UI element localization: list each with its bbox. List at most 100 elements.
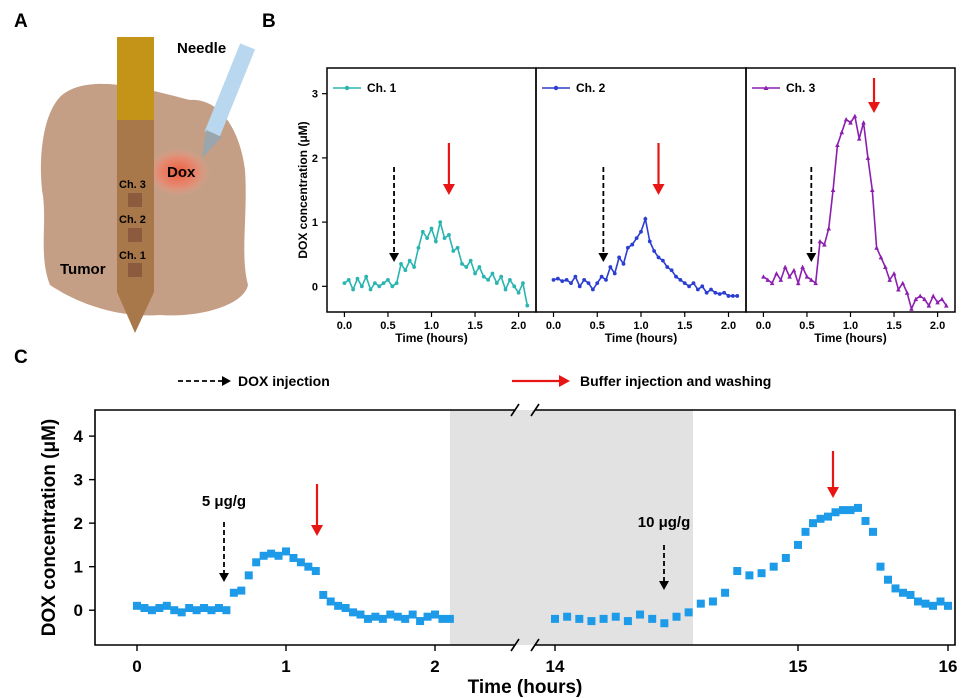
data-point [551, 614, 559, 623]
data-point [695, 287, 700, 292]
data-point [944, 601, 952, 610]
data-point [381, 281, 386, 286]
y-tick-label: 1 [312, 217, 318, 229]
data-point [207, 606, 216, 615]
needle-label: Needle [177, 40, 226, 57]
axis-break-mark [530, 638, 540, 652]
data-point [162, 601, 171, 610]
data-point [891, 584, 900, 593]
data-point [891, 271, 897, 276]
data-point [237, 586, 246, 595]
data-point [438, 220, 443, 225]
data-point [926, 303, 932, 308]
data-point [839, 506, 847, 515]
data-point [621, 261, 626, 266]
x-tick-label: 2.0 [930, 320, 945, 332]
data-point [185, 604, 194, 613]
tumor-label: Tumor [60, 261, 106, 278]
data-point [346, 277, 351, 282]
x-tick-label: 0.5 [799, 320, 814, 332]
channel-electrode-1 [128, 263, 142, 277]
data-point [656, 255, 661, 260]
y-tick-label: 0 [74, 601, 83, 620]
data-point [674, 274, 678, 279]
x-tick-label: 0.5 [380, 320, 395, 332]
data-point [713, 290, 718, 295]
x-tick-label: 0.0 [546, 320, 561, 332]
data-point [481, 274, 486, 279]
x-axis-title: Time (hours) [814, 331, 886, 345]
data-point [800, 264, 805, 270]
x-tick-label: 16 [939, 657, 958, 676]
data-point [433, 239, 438, 244]
data-point [830, 187, 836, 192]
data-point [704, 290, 709, 295]
data-point [794, 540, 802, 549]
data-point [781, 553, 790, 562]
channel-label-2: Ch. 2 [119, 214, 146, 226]
data-point [899, 588, 907, 597]
data-point [551, 277, 556, 282]
legend-label: Ch. 1 [367, 81, 397, 95]
x-axis-title: Time (hours) [468, 677, 583, 698]
data-point [445, 614, 454, 623]
axis-frame-right [535, 409, 956, 646]
data-point [669, 268, 674, 273]
data-point [377, 284, 382, 289]
data-point [943, 303, 949, 308]
legend-label: Ch. 3 [786, 81, 816, 95]
data-point [856, 136, 862, 141]
data-point [733, 567, 742, 576]
data-point [604, 277, 608, 282]
data-point [468, 258, 473, 263]
data-point [636, 610, 645, 619]
channel-label-1: Ch. 1 [119, 250, 146, 262]
data-point [652, 249, 657, 253]
data-point [499, 274, 504, 279]
data-point [438, 614, 447, 623]
axis-break-mark [510, 403, 520, 417]
data-point [826, 226, 832, 231]
data-point [906, 590, 915, 599]
data-point [611, 612, 620, 621]
data-point [582, 277, 587, 282]
data-point [809, 277, 814, 282]
data-point [900, 280, 906, 286]
data-point [289, 553, 298, 562]
data-point [839, 129, 845, 135]
axis-break-mark [530, 403, 540, 417]
y-tick-label: 2 [312, 153, 318, 165]
data-point [599, 614, 608, 623]
data-point [390, 284, 395, 289]
x-tick-label: 2 [430, 657, 439, 676]
data-point [687, 284, 692, 289]
stop-monitoring-region [449, 410, 693, 645]
data-point [521, 281, 525, 286]
data-point [274, 551, 283, 560]
x-tick-label: 0 [132, 657, 141, 676]
data-point [835, 142, 840, 148]
data-point [563, 612, 572, 621]
data-point [831, 508, 840, 517]
data-point [311, 567, 320, 576]
subplot-ch2: 0.0 0.5 1.0 1.5 2.0 Time (hours) Ch. 2 [535, 67, 747, 345]
data-point [464, 265, 469, 269]
data-point [494, 281, 499, 286]
data-point [608, 265, 613, 269]
data-point [364, 274, 369, 279]
data-point [401, 614, 410, 623]
data-point [696, 599, 705, 608]
y-axis-title: DOX concentration (μM) [39, 419, 60, 636]
data-point [326, 597, 335, 606]
needle [204, 43, 256, 138]
data-point [665, 265, 670, 269]
data-point [412, 265, 416, 269]
data-point [386, 610, 395, 619]
legend-marker [344, 85, 350, 91]
buffer-injection-arrow-head [868, 102, 881, 113]
data-point [922, 296, 927, 302]
dox-injection-arrow-1-head [219, 573, 229, 582]
data-point [403, 268, 408, 273]
data-point [721, 588, 730, 597]
